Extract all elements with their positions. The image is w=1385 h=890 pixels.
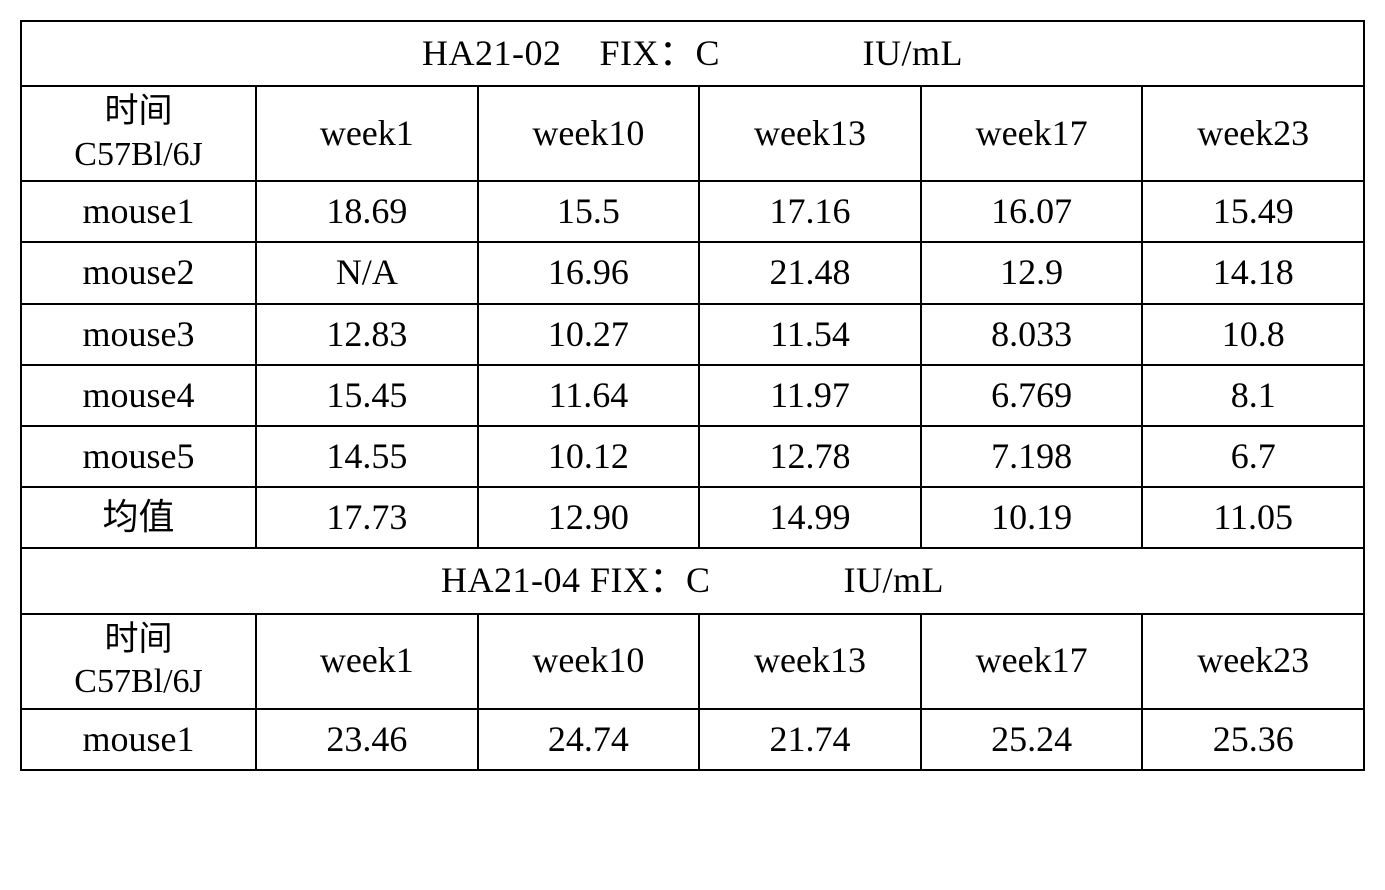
header-col-0-line1: 时间 [105, 93, 173, 130]
cell: 11.05 [1142, 487, 1364, 548]
data-table-container: HA21-02 FIX：C IU/mL 时间 C57Bl/6J week1 we… [20, 20, 1365, 771]
cell: 18.69 [256, 181, 478, 242]
section-title-cell: HA21-02 FIX：C IU/mL [21, 21, 1364, 86]
header-col-4: week17 [921, 614, 1143, 709]
cell: 10.12 [478, 426, 700, 487]
cell: 17.16 [699, 181, 921, 242]
header-col-1: week1 [256, 86, 478, 181]
cell: 12.78 [699, 426, 921, 487]
section-title-text: HA21-04 FIX：C IU/mL [441, 559, 944, 602]
table-row: mouse5 14.55 10.12 12.78 7.198 6.7 [21, 426, 1364, 487]
table-row: mouse4 15.45 11.64 11.97 6.769 8.1 [21, 365, 1364, 426]
header-col-5: week23 [1142, 614, 1364, 709]
table-row: mouse1 18.69 15.5 17.16 16.07 15.49 [21, 181, 1364, 242]
row-label: mouse1 [21, 181, 256, 242]
header-col-1: week1 [256, 614, 478, 709]
row-label: mouse2 [21, 242, 256, 303]
cell: 10.27 [478, 304, 700, 365]
cell: 8.033 [921, 304, 1143, 365]
cell: 12.9 [921, 242, 1143, 303]
data-table: HA21-02 FIX：C IU/mL 时间 C57Bl/6J week1 we… [20, 20, 1365, 771]
header-col-5: week23 [1142, 86, 1364, 181]
header-col-2: week10 [478, 614, 700, 709]
cell: 14.18 [1142, 242, 1364, 303]
cell: 11.64 [478, 365, 700, 426]
cell: 7.198 [921, 426, 1143, 487]
header-col-0-line1: 时间 [105, 621, 173, 658]
cell: 15.45 [256, 365, 478, 426]
cell: 12.83 [256, 304, 478, 365]
row-label: mouse1 [21, 709, 256, 770]
table-row: 均值 17.73 12.90 14.99 10.19 11.05 [21, 487, 1364, 548]
cell: 16.07 [921, 181, 1143, 242]
cell: 6.769 [921, 365, 1143, 426]
row-label: mouse3 [21, 304, 256, 365]
table-row: mouse3 12.83 10.27 11.54 8.033 10.8 [21, 304, 1364, 365]
header-row: 时间 C57Bl/6J week1 week10 week13 week17 w… [21, 86, 1364, 181]
header-col-4: week17 [921, 86, 1143, 181]
table-row: mouse1 23.46 24.74 21.74 25.24 25.36 [21, 709, 1364, 770]
header-row: 时间 C57Bl/6J week1 week10 week13 week17 w… [21, 614, 1364, 709]
header-col-0: 时间 C57Bl/6J [21, 614, 256, 709]
cell: 23.46 [256, 709, 478, 770]
section-title-text: HA21-02 FIX：C IU/mL [422, 32, 963, 75]
cell: 10.8 [1142, 304, 1364, 365]
row-label: mouse5 [21, 426, 256, 487]
cell: 24.74 [478, 709, 700, 770]
cell: 21.74 [699, 709, 921, 770]
header-col-0: 时间 C57Bl/6J [21, 86, 256, 181]
header-col-3: week13 [699, 86, 921, 181]
header-col-2: week10 [478, 86, 700, 181]
cell: 15.5 [478, 181, 700, 242]
cell: 11.97 [699, 365, 921, 426]
header-col-3: week13 [699, 614, 921, 709]
cell: 16.96 [478, 242, 700, 303]
cell: 14.99 [699, 487, 921, 548]
header-col-0-line2: C57Bl/6J [74, 136, 202, 173]
cell: 8.1 [1142, 365, 1364, 426]
cell: 25.36 [1142, 709, 1364, 770]
cell: 10.19 [921, 487, 1143, 548]
cell: 6.7 [1142, 426, 1364, 487]
cell: 11.54 [699, 304, 921, 365]
cell: 21.48 [699, 242, 921, 303]
cell: 17.73 [256, 487, 478, 548]
section-title-cell: HA21-04 FIX：C IU/mL [21, 548, 1364, 613]
row-label: 均值 [21, 487, 256, 548]
section-title-row: HA21-02 FIX：C IU/mL [21, 21, 1364, 86]
cell: N/A [256, 242, 478, 303]
row-label: mouse4 [21, 365, 256, 426]
header-col-0-line2: C57Bl/6J [74, 663, 202, 700]
table-row: mouse2 N/A 16.96 21.48 12.9 14.18 [21, 242, 1364, 303]
cell: 15.49 [1142, 181, 1364, 242]
cell: 25.24 [921, 709, 1143, 770]
cell: 14.55 [256, 426, 478, 487]
cell: 12.90 [478, 487, 700, 548]
section-title-row: HA21-04 FIX：C IU/mL [21, 548, 1364, 613]
